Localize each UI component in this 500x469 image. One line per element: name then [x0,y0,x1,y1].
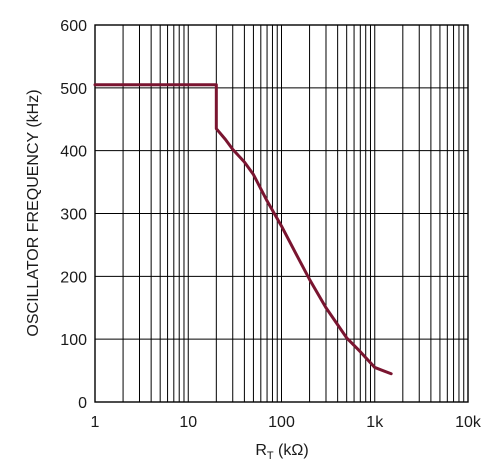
x-tick-label: 10k [455,414,482,431]
y-tick-label: 200 [60,269,87,286]
x-tick-label: 100 [268,414,295,431]
plot-frame [94,24,469,403]
y-tick-label: 400 [60,144,87,161]
y-tick-label: 100 [60,332,87,349]
y-tick-label: 0 [78,395,87,412]
x-tick-label: 1k [366,414,384,431]
series-layer [93,83,393,376]
y-tick-label: 500 [60,81,87,98]
grid [95,25,468,402]
x-axis-ticks: 1 10 100 1k 10k [91,414,482,431]
x-tick-label: 10 [179,414,197,431]
x-axis-label: RT (kΩ) [255,442,308,462]
series-line [93,83,393,376]
x-tick-label: 1 [91,414,100,431]
y-axis-label: OSCILLATOR FREQUENCY (kHz) [25,89,42,336]
x-axis-label-rest: (kΩ) [274,442,309,459]
y-axis-ticks: 0 100 200 300 400 500 600 [60,18,87,412]
y-tick-label: 600 [60,18,87,35]
x-axis-label-sub: T [267,450,274,462]
x-axis-label-main: R [255,442,267,459]
y-tick-label: 300 [60,207,87,224]
